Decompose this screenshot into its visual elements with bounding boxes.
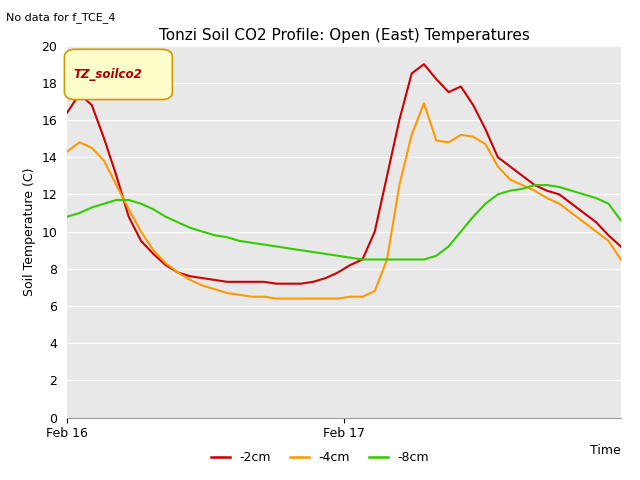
Y-axis label: Soil Temperature (C): Soil Temperature (C)	[23, 168, 36, 296]
Legend: -2cm, -4cm, -8cm: -2cm, -4cm, -8cm	[206, 446, 434, 469]
Title: Tonzi Soil CO2 Profile: Open (East) Temperatures: Tonzi Soil CO2 Profile: Open (East) Temp…	[159, 28, 529, 43]
Text: No data for f_TCE_4: No data for f_TCE_4	[6, 12, 116, 23]
Text: TZ_soilco2: TZ_soilco2	[74, 68, 143, 81]
FancyBboxPatch shape	[65, 49, 172, 99]
Text: Time: Time	[590, 444, 621, 456]
